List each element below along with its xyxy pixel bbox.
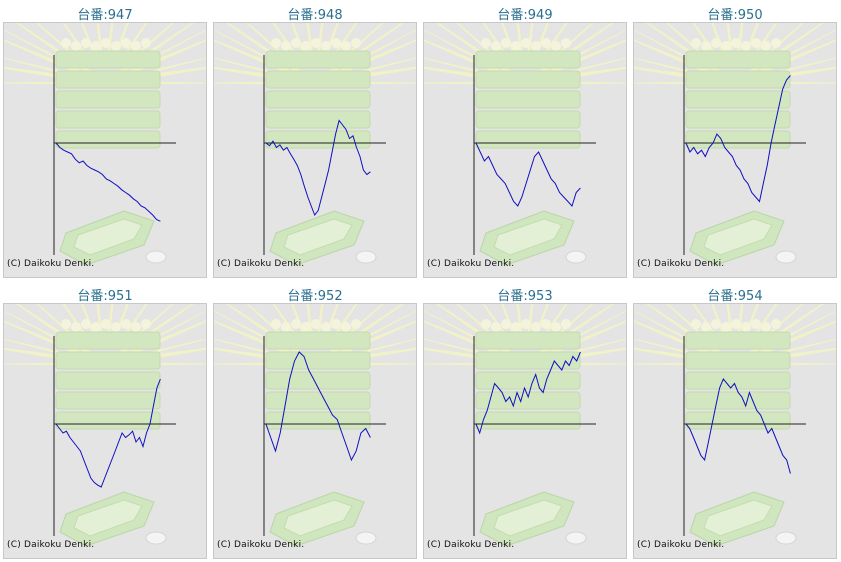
chart-cell: 台番:950 (C) Daikoku Denki.	[630, 0, 840, 281]
chart-title: 台番:952	[287, 289, 343, 304]
chart-plot	[4, 23, 206, 266]
chart-title: 台番:951	[77, 289, 133, 304]
chart-title: 台番:954	[707, 289, 763, 304]
series-line	[475, 142, 581, 207]
background-illustration	[424, 304, 626, 547]
series-line	[55, 378, 161, 488]
background-illustration	[4, 23, 206, 266]
chart-cell: 台番:952 (C) Daikoku Denki.	[210, 281, 420, 562]
chart-plot	[214, 304, 416, 547]
chart-title: 台番:953	[497, 289, 553, 304]
chart-title: 台番:948	[287, 8, 343, 23]
chart-cell: 台番:949 (C) Daikoku Denki.	[420, 0, 630, 281]
chart-plot	[424, 23, 626, 266]
copyright-label: (C) Daikoku Denki.	[217, 259, 305, 269]
series-line	[475, 351, 581, 435]
chart-cell: 台番:953 (C) Daikoku Denki.	[420, 281, 630, 562]
background-illustration	[4, 304, 206, 547]
copyright-label: (C) Daikoku Denki.	[427, 540, 515, 550]
chart-cell: 台番:947 (C) Daikoku Denki.	[0, 0, 210, 281]
series-line	[265, 351, 371, 462]
background-illustration	[214, 23, 416, 266]
copyright-label: (C) Daikoku Denki.	[217, 540, 305, 550]
chart-plot	[634, 304, 836, 547]
chart-panel: (C) Daikoku Denki.	[423, 22, 627, 278]
copyright-label: (C) Daikoku Denki.	[637, 259, 725, 269]
background-illustration	[424, 23, 626, 266]
series-line	[685, 378, 791, 474]
chart-panel: (C) Daikoku Denki.	[3, 22, 207, 278]
copyright-label: (C) Daikoku Denki.	[7, 540, 95, 550]
chart-panel: (C) Daikoku Denki.	[3, 303, 207, 559]
chart-title: 台番:949	[497, 8, 553, 23]
chart-plot	[424, 304, 626, 547]
chart-title: 台番:950	[707, 8, 763, 23]
chart-panel: (C) Daikoku Denki.	[213, 303, 417, 559]
chart-panel: (C) Daikoku Denki.	[633, 303, 837, 559]
series-line	[685, 75, 791, 203]
copyright-label: (C) Daikoku Denki.	[427, 259, 515, 269]
chart-panel: (C) Daikoku Denki.	[213, 22, 417, 278]
chart-panel: (C) Daikoku Denki.	[633, 22, 837, 278]
series-line	[265, 119, 371, 217]
background-illustration	[634, 304, 836, 547]
copyright-label: (C) Daikoku Denki.	[7, 259, 95, 269]
chart-plot	[4, 304, 206, 547]
chart-panel: (C) Daikoku Denki.	[423, 303, 627, 559]
copyright-label: (C) Daikoku Denki.	[637, 540, 725, 550]
series-line	[55, 142, 161, 222]
chart-cell: 台番:954 (C) Daikoku Denki.	[630, 281, 840, 562]
chart-title: 台番:947	[77, 8, 133, 23]
background-illustration	[634, 23, 836, 266]
chart-cell: 台番:951 (C) Daikoku Denki.	[0, 281, 210, 562]
chart-cell: 台番:948 (C) Daikoku Denki.	[210, 0, 420, 281]
chart-plot	[634, 23, 836, 266]
background-illustration	[214, 304, 416, 547]
chart-plot	[214, 23, 416, 266]
